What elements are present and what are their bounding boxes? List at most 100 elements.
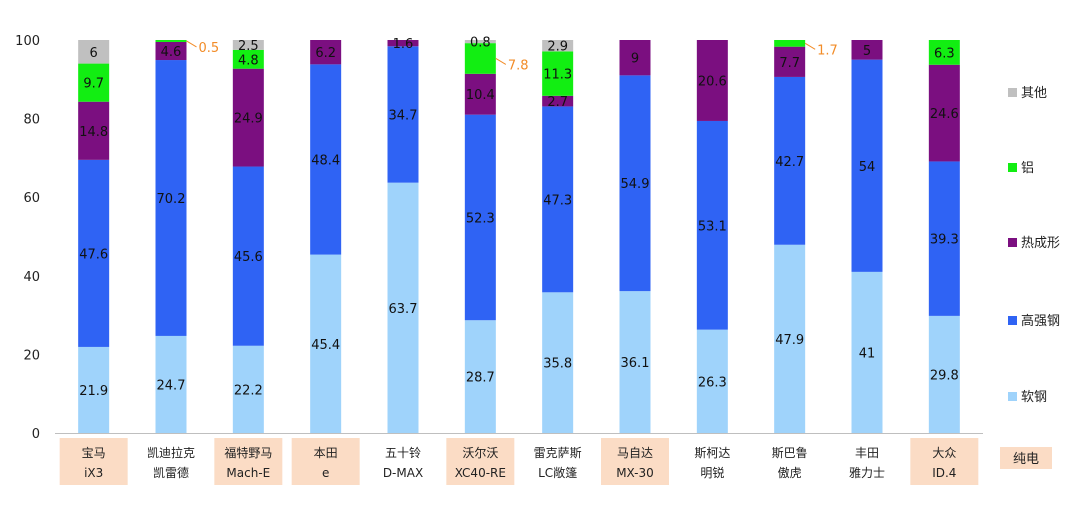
legend-label: 其他 <box>1021 86 1047 101</box>
y-tick-label: 40 <box>23 270 40 285</box>
data-label: 70.2 <box>157 192 186 207</box>
data-label: 48.4 <box>311 153 340 168</box>
data-label: 54 <box>859 160 876 175</box>
category-label-model: 凯雷德 <box>153 465 189 480</box>
data-label: 47.6 <box>79 247 108 262</box>
category-label-model: 傲虎 <box>778 465 802 480</box>
category-label-model: LC敞篷 <box>538 465 577 480</box>
legend-swatch <box>1008 316 1017 325</box>
category-label-brand: 福特野马 <box>224 445 272 460</box>
bar-segment <box>310 40 342 65</box>
category-label-brand: 雷克萨斯 <box>534 446 582 460</box>
data-label: 45.6 <box>234 250 263 265</box>
bar-segment <box>387 182 419 433</box>
category-label-model: 明锐 <box>700 466 724 480</box>
data-label: 10.4 <box>466 88 495 103</box>
data-label: 24.7 <box>157 378 186 393</box>
legend-label: 热成形 <box>1021 236 1060 251</box>
data-label: 9.7 <box>83 77 104 92</box>
bar-segment <box>696 40 728 121</box>
bar-segment <box>542 51 574 96</box>
category-label-brand: 本田 <box>314 446 338 460</box>
y-tick-label: 60 <box>23 191 40 206</box>
data-label: 54.9 <box>621 177 650 192</box>
category-label-brand: 斯柯达 <box>694 446 730 460</box>
data-label: 6.2 <box>315 46 336 61</box>
ev-category-highlight <box>446 438 515 485</box>
data-label: 28.7 <box>466 371 495 386</box>
bar-segment <box>542 106 574 293</box>
bar-segment <box>928 64 960 162</box>
data-label: 2.5 <box>238 39 259 54</box>
callout-leader-line <box>495 58 507 65</box>
bar-segment <box>232 166 264 346</box>
bar-segment <box>774 76 806 245</box>
data-label: 1.6 <box>393 37 414 52</box>
bar-segment <box>155 41 187 61</box>
bar-segment <box>78 101 110 160</box>
bar-segment <box>387 40 419 47</box>
category-label-brand: 宝马 <box>82 446 106 460</box>
callout-label: 7.8 <box>508 58 529 73</box>
category-label-model: e <box>322 466 329 480</box>
bar-segment <box>310 64 342 255</box>
bar-segment <box>464 43 496 74</box>
data-label: 21.9 <box>79 384 108 399</box>
category-label-brand: 马自达 <box>617 446 653 460</box>
category-label-brand: 沃尔沃 <box>462 445 498 460</box>
ev-category-highlight <box>601 438 669 485</box>
legend-swatch <box>1008 88 1017 97</box>
data-label: 7.7 <box>779 56 800 71</box>
bar-segment <box>851 40 883 60</box>
category-label-brand: 凯迪拉克 <box>147 445 195 460</box>
category-label-brand: 五十铃 <box>385 445 421 460</box>
bar-segment <box>774 46 806 77</box>
bar-segment <box>232 49 264 69</box>
data-label: 6.3 <box>934 46 955 61</box>
legend-swatch <box>1008 392 1017 401</box>
data-label: 5 <box>863 44 871 59</box>
bar-segment <box>696 120 728 330</box>
bar-segment <box>387 46 419 183</box>
bar-segment <box>464 40 496 44</box>
data-label: 24.6 <box>930 107 959 122</box>
y-tick-label: 0 <box>32 427 40 442</box>
bar-segment <box>310 254 342 433</box>
category-label-model: Mach-E <box>226 466 270 480</box>
bar-segment <box>232 345 264 433</box>
legend-swatch <box>1008 238 1017 247</box>
category-label-model: 雅力士 <box>849 465 885 480</box>
ev-category-highlight <box>59 438 128 485</box>
bar-segment <box>155 60 187 336</box>
data-label: 2.7 <box>547 95 568 110</box>
data-label: 47.9 <box>775 333 804 348</box>
data-label: 4.8 <box>238 53 259 68</box>
data-label: 52.3 <box>466 211 495 226</box>
category-label-model: iX3 <box>84 466 103 480</box>
data-label: 20.6 <box>698 74 727 89</box>
category-label-model: MX-30 <box>616 466 654 480</box>
callout-label: 0.5 <box>199 41 220 56</box>
data-label: 53.1 <box>698 219 727 234</box>
data-label: 2.9 <box>547 40 568 55</box>
bar-segment <box>619 291 651 433</box>
bar-segment <box>619 40 651 76</box>
ev-category-highlight <box>291 438 360 485</box>
data-label: 4.6 <box>161 45 182 60</box>
legend-label: 高强钢 <box>1021 313 1060 329</box>
bar-segment <box>851 271 883 433</box>
data-label: 63.7 <box>389 302 418 317</box>
callout-leader-line <box>804 42 816 50</box>
data-label: 24.9 <box>234 112 263 127</box>
bar-segment <box>619 75 651 292</box>
data-label: 47.3 <box>543 193 572 208</box>
bar-segment <box>78 159 110 347</box>
data-label: 34.7 <box>389 108 418 123</box>
data-label: 41 <box>859 346 876 361</box>
legend-label: 铝 <box>1021 161 1034 176</box>
bar-segment <box>464 114 496 321</box>
bar-segment <box>928 315 960 433</box>
category-label-brand: 丰田 <box>855 446 879 460</box>
